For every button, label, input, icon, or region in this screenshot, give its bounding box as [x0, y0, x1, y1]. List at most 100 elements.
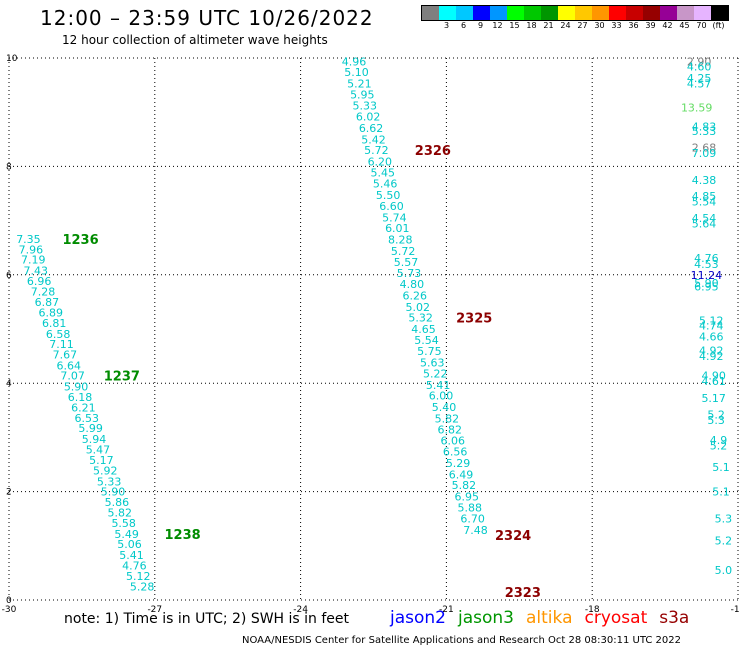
data-point-label: 5.21: [347, 77, 372, 90]
data-point-label: 7.07: [60, 370, 85, 383]
data-point-label: 5.41: [119, 549, 144, 562]
scale-swatch: [558, 6, 575, 20]
data-point-label: 6.64: [57, 359, 82, 372]
data-point-label: 5.75: [417, 345, 442, 358]
scale-label: (ft): [712, 21, 725, 30]
data-point-label: 5.2: [710, 440, 728, 453]
data-point-label: 4.60: [687, 61, 712, 74]
data-point-label: 4.96: [342, 55, 367, 68]
track-label: 2325: [456, 312, 492, 327]
data-point-label: 6.02: [356, 111, 381, 124]
data-point-label: 13.59: [681, 101, 713, 114]
data-point-label: 5.73: [397, 267, 422, 280]
data-point-label: 6.53: [75, 412, 100, 425]
y-tick-label: 10: [6, 54, 18, 64]
data-point-label: 5.50: [376, 189, 401, 202]
x-tick-label: -30: [2, 605, 17, 615]
x-tick-label: -27: [147, 605, 162, 615]
scale-swatch: [677, 6, 694, 20]
track-label: 1238: [165, 528, 201, 543]
data-point-label: 5.64: [692, 217, 717, 230]
scale-swatch: [524, 6, 541, 20]
data-point-label: 5.17: [701, 392, 726, 405]
data-point-label: 5.28: [130, 580, 155, 593]
page-title: 12:00 – 23:59 UTC 10/26/2022: [40, 6, 374, 30]
scale-label: 9: [477, 21, 484, 30]
scale-swatch: [422, 6, 439, 20]
data-point-label: 6.26: [403, 289, 428, 302]
scale-swatch: [711, 6, 728, 20]
data-point-label: 4.66: [699, 331, 724, 344]
data-point-label: 6.01: [385, 222, 410, 235]
scale-label: 33: [611, 21, 622, 30]
data-point-label: 5.82: [108, 507, 133, 520]
data-point-label: 5.06: [117, 538, 142, 551]
scale-label: 15: [509, 21, 520, 30]
data-point-label: 7.96: [19, 243, 44, 256]
data-point-label: 4.76: [694, 252, 719, 265]
y-tick-label: 0: [6, 596, 12, 606]
data-point-label: 5.46: [373, 178, 398, 191]
data-point-label: 4.74: [699, 320, 724, 333]
legend-cryosat: cryosat: [584, 608, 648, 628]
scale-label: 21: [543, 21, 554, 30]
data-point-label: 7.19: [21, 254, 46, 267]
data-point-label: 5.92: [93, 464, 118, 477]
data-point-label: 4.38: [692, 174, 717, 187]
data-point-label: 5.54: [692, 196, 717, 209]
data-point-label: 6.89: [39, 307, 64, 320]
data-point-label: 5.3: [715, 513, 733, 526]
scale-label: 3: [443, 21, 450, 30]
data-point-label: 5.57: [394, 256, 419, 269]
data-point-label: 4.54: [692, 212, 717, 225]
data-point-label: 5.12: [699, 314, 724, 327]
scale-swatch: [456, 6, 473, 20]
track-label: 1236: [62, 233, 98, 248]
data-point-label: 5.74: [382, 211, 407, 224]
data-point-label: 5.10: [344, 66, 369, 79]
data-point-label: 6.87: [35, 296, 60, 309]
data-point-label: 5.32: [408, 312, 433, 325]
data-point-label: 4.57: [687, 77, 712, 90]
data-point-label: 4.76: [122, 559, 147, 572]
scale-label: 42: [662, 21, 673, 30]
color-scale-boxes: [421, 5, 729, 21]
x-tick-label: -15: [731, 605, 740, 615]
data-point-label: 7.67: [53, 348, 78, 361]
data-point-label: 4.61: [701, 375, 726, 388]
scale-swatch: [643, 6, 660, 20]
data-point-label: 5.47: [86, 443, 111, 456]
data-point-label: 6.56: [443, 445, 468, 458]
data-point-label: 5.1: [712, 461, 730, 474]
data-point-label: 5.90: [101, 486, 126, 499]
data-point-label: 5.29: [446, 457, 471, 470]
data-point-label: 5.86: [105, 496, 130, 509]
data-point-label: 4.92: [699, 345, 724, 358]
legend-jason2: jason2: [390, 608, 446, 628]
data-point-label: 4.53: [694, 258, 719, 271]
data-point-label: 6.70: [460, 513, 485, 526]
data-point-label: 5.99: [78, 422, 103, 435]
legend-s3a: s3a: [659, 608, 690, 628]
page-subtitle: 12 hour collection of altimeter wave hei…: [62, 33, 328, 47]
data-point-label: 5.82: [435, 412, 460, 425]
scale-swatch: [507, 6, 524, 20]
data-point-label: 4.90: [701, 370, 726, 383]
data-point-label: 4.65: [411, 323, 436, 336]
data-point-label: 5.90: [64, 380, 89, 393]
legend-jason3: jason3: [458, 608, 514, 628]
legend-altika: altika: [526, 608, 573, 628]
data-point-label: 7.09: [692, 147, 717, 160]
data-point-label: 6.20: [368, 156, 393, 169]
data-point-label: 5.40: [432, 401, 457, 414]
color-scale: 3 6 9 12 15 18 21 24 27 30 33 36 39 42 45 70 (ft): [421, 5, 729, 30]
scale-swatch: [541, 6, 558, 20]
data-point-label: 5.72: [364, 144, 389, 157]
scale-swatch: [626, 6, 643, 20]
scale-label: 12: [492, 21, 503, 30]
data-point-label: 5.49: [114, 528, 139, 541]
data-point-label: 6.58: [46, 328, 71, 341]
data-point-label: 4.25: [687, 72, 712, 85]
x-tick-label: -18: [585, 605, 600, 615]
